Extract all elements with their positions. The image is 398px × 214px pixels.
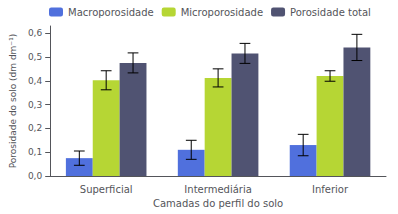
svg-text:0,1: 0,1 bbox=[28, 147, 42, 157]
svg-text:0,2: 0,2 bbox=[28, 123, 42, 133]
svg-text:0,4: 0,4 bbox=[28, 76, 43, 86]
svg-text:0,0: 0,0 bbox=[28, 171, 43, 181]
svg-text:Camadas do perfil do solo: Camadas do perfil do solo bbox=[153, 198, 283, 209]
svg-text:0,5: 0,5 bbox=[28, 52, 42, 62]
svg-text:Intermediária: Intermediária bbox=[184, 184, 251, 195]
svg-text:Inferior: Inferior bbox=[312, 184, 349, 195]
svg-text:0,6: 0,6 bbox=[28, 28, 43, 38]
svg-text:Porosidade total: Porosidade total bbox=[290, 7, 371, 18]
svg-text:Macroporosidade: Macroporosidade bbox=[68, 7, 154, 18]
svg-text:Superficial: Superficial bbox=[80, 184, 133, 195]
svg-text:0,3: 0,3 bbox=[28, 100, 42, 110]
svg-text:Microporosidade: Microporosidade bbox=[181, 7, 263, 18]
svg-text:Porosidade do solo (dm dm⁻¹): Porosidade do solo (dm dm⁻¹) bbox=[8, 34, 18, 169]
